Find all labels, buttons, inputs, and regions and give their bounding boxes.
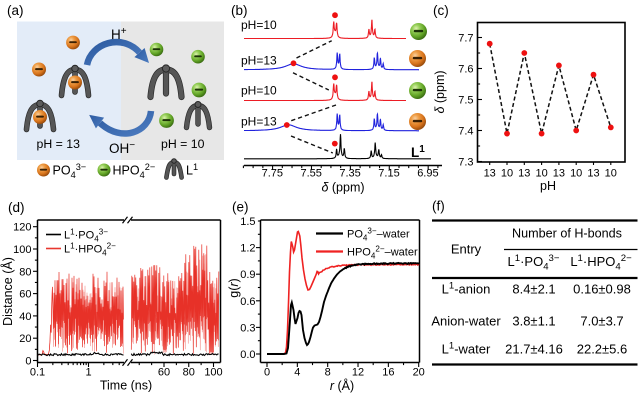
svg-text:100: 100 [13,244,31,256]
svg-text:PO43−: PO43− [53,162,87,180]
svg-text:0.6: 0.6 [240,296,255,308]
svg-text:Number of H-bonds: Number of H-bonds [512,227,622,241]
svg-text:pH = 10: pH = 10 [161,137,205,151]
svg-text:7.75: 7.75 [262,168,283,180]
svg-text:0.1: 0.1 [30,367,45,379]
svg-text:1.5: 1.5 [240,216,255,228]
svg-text:6.95: 6.95 [417,168,438,180]
svg-text:1: 1 [85,367,91,379]
svg-text:60: 60 [158,367,170,379]
svg-text:8.4±2.1: 8.4±2.1 [512,282,555,297]
svg-text:(e): (e) [232,200,249,215]
svg-text:20: 20 [19,333,31,345]
svg-text:3.8±1.1: 3.8±1.1 [512,314,555,329]
svg-text:L1·PO43−: L1·PO43− [64,227,108,243]
svg-text:L1: L1 [411,144,425,160]
svg-text:L1-water: L1-water [442,341,491,357]
svg-text:pH=13: pH=13 [241,54,277,68]
svg-text:7.7: 7.7 [458,33,473,45]
svg-text:(b): (b) [231,3,248,18]
svg-text:L1·PO43−: L1·PO43− [508,253,560,272]
svg-text:16: 16 [382,367,394,379]
svg-text:12: 12 [352,367,364,379]
svg-text:80: 80 [183,367,195,379]
svg-text:δ (ppm): δ (ppm) [321,181,364,195]
svg-text:13: 13 [587,168,599,180]
svg-text:PO43−–water: PO43−–water [347,226,410,242]
svg-text:1.2: 1.2 [240,243,255,255]
svg-text:13: 13 [484,168,496,180]
svg-text:13: 13 [553,168,565,180]
svg-text:8: 8 [325,367,331,379]
svg-text:(d): (d) [8,200,25,215]
svg-text:(c): (c) [433,3,449,18]
svg-text:120: 120 [13,222,31,234]
svg-text:L1: L1 [186,162,198,178]
svg-text:7.15: 7.15 [378,168,399,180]
svg-text:HPO42−: HPO42− [113,162,156,180]
svg-text:60: 60 [19,289,31,301]
svg-text:10: 10 [535,168,547,180]
svg-text:0: 0 [264,367,270,379]
svg-text:7.35: 7.35 [339,168,360,180]
svg-text:pH=10: pH=10 [241,18,277,32]
svg-text:21.7±4.16: 21.7±4.16 [505,342,563,357]
svg-text:7.3: 7.3 [458,157,473,169]
svg-text:7.6: 7.6 [458,64,473,76]
svg-text:13: 13 [518,168,530,180]
svg-text:20: 20 [413,367,425,379]
svg-text:Anion-water: Anion-water [431,314,501,329]
svg-text:0.9: 0.9 [240,269,255,281]
svg-text:10: 10 [570,168,582,180]
svg-text:g(r): g(r) [227,278,241,297]
svg-text:7.0±3.7: 7.0±3.7 [580,314,623,329]
svg-text:100: 100 [204,367,222,379]
svg-text:22.2±5.6: 22.2±5.6 [577,342,628,357]
svg-text:pH=13: pH=13 [241,115,277,129]
svg-text:4: 4 [294,367,300,379]
svg-text:L1·HPO42−: L1·HPO42− [570,253,632,272]
svg-text:pH = 13: pH = 13 [37,137,81,151]
svg-text:(a): (a) [7,3,24,18]
svg-text:0: 0 [25,356,31,368]
svg-text:Distance (Å): Distance (Å) [0,257,15,326]
svg-text:80: 80 [19,266,31,278]
svg-text:HPO42−–water: HPO42−–water [347,244,418,260]
svg-text:10: 10 [605,168,617,180]
svg-text:40: 40 [19,311,31,323]
svg-text:0.0: 0.0 [240,349,255,361]
svg-text:(f): (f) [432,199,445,214]
svg-text:10: 10 [501,168,513,180]
svg-text:H+: H+ [111,26,127,42]
svg-text:r (Å): r (Å) [330,378,354,393]
svg-text:L1·HPO42−: L1·HPO42− [64,241,116,257]
svg-text:L1-anion: L1-anion [442,281,491,297]
svg-text:0.16±0.98: 0.16±0.98 [573,282,631,297]
svg-text:OH−: OH− [109,140,135,156]
svg-text:0.3: 0.3 [240,322,255,334]
svg-text:7.5: 7.5 [458,95,473,107]
svg-text:Time (ns): Time (ns) [100,379,152,393]
svg-text:7.55: 7.55 [300,168,321,180]
svg-text:δ (ppm): δ (ppm) [433,70,447,113]
svg-text:pH: pH [540,179,556,193]
svg-text:Entry: Entry [451,242,482,257]
svg-text:pH=10: pH=10 [241,84,277,98]
svg-text:7.4: 7.4 [458,126,473,138]
